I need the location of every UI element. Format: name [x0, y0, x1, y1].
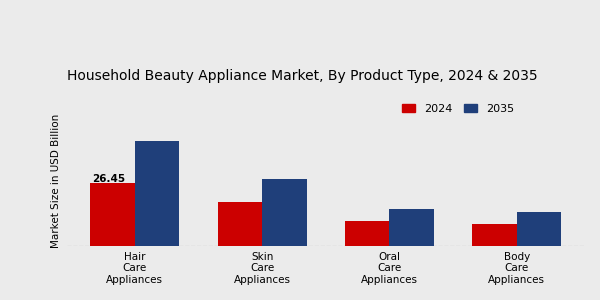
Y-axis label: Market Size in USD Billion: Market Size in USD Billion — [51, 113, 61, 248]
Legend: 2024, 2035: 2024, 2035 — [398, 100, 517, 117]
Bar — [472, 224, 517, 246]
Bar — [135, 141, 179, 246]
Bar — [517, 212, 562, 246]
Text: 26.45: 26.45 — [92, 174, 125, 184]
Bar — [90, 183, 135, 246]
Bar — [345, 221, 389, 246]
Bar — [218, 202, 262, 246]
Bar — [262, 179, 307, 246]
Bar — [389, 209, 434, 246]
Text: Household Beauty Appliance Market, By Product Type, 2024 & 2035: Household Beauty Appliance Market, By Pr… — [67, 69, 537, 83]
